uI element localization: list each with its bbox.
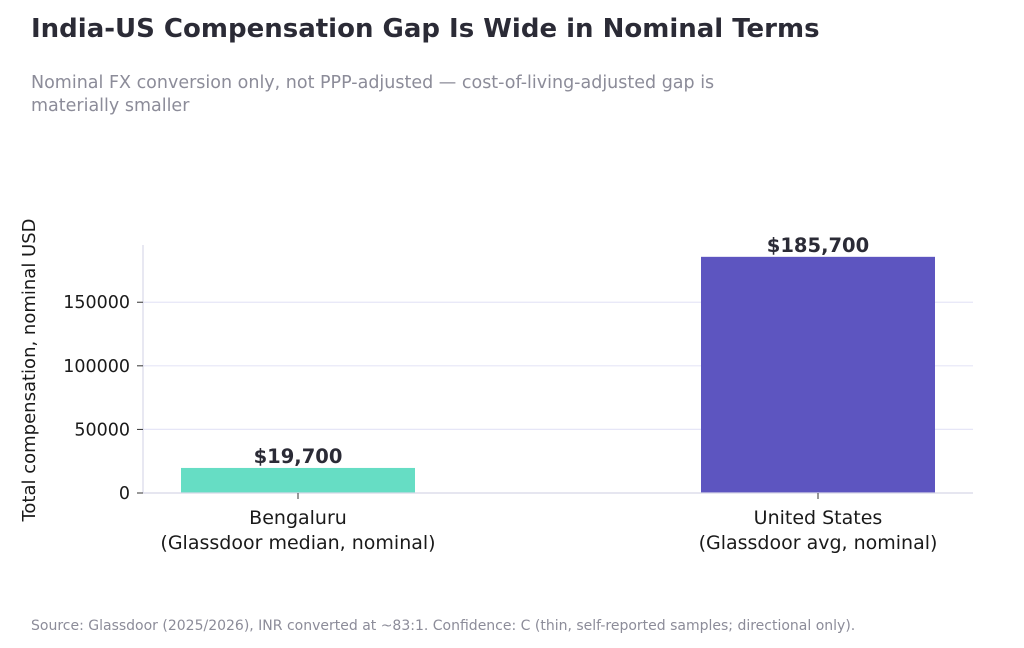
x-tick-label-1-1: (Glassdoor avg, nominal) — [699, 532, 938, 554]
bar-1 — [701, 256, 935, 493]
data-label-0: $19,700 — [254, 445, 343, 468]
y-tick-label-150000: 150000 — [63, 293, 130, 313]
y-axis-label: Total compensation, nominal USD — [19, 218, 40, 522]
chart-subtitle: Nominal FX conversion only, not PPP-adju… — [31, 73, 715, 116]
source-note: Source: Glassdoor (2025/2026), INR conve… — [31, 618, 856, 634]
x-tick-label-1-0: United States — [754, 507, 883, 529]
y-tick-label-100000: 100000 — [63, 357, 130, 377]
x-tick-label-0-0: Bengaluru — [249, 507, 347, 529]
y-axis-ticks: 0 50000 100000 150000 — [63, 293, 143, 504]
y-tick-label-50000: 50000 — [74, 420, 130, 440]
data-label-1: $185,700 — [767, 234, 869, 257]
y-tick-label-0: 0 — [119, 484, 130, 504]
chart-title: India-US Compensation Gap Is Wide in Nom… — [31, 14, 820, 44]
bar-0 — [181, 467, 415, 493]
axes — [142, 245, 973, 494]
data-labels: $19,700 $185,700 — [254, 234, 870, 468]
x-axis-ticks: Bengaluru (Glassdoor median, nominal) Unit… — [160, 493, 937, 554]
x-tick-label-0-1: (Glassdoor median, nominal) — [160, 532, 435, 554]
bars — [181, 256, 935, 493]
